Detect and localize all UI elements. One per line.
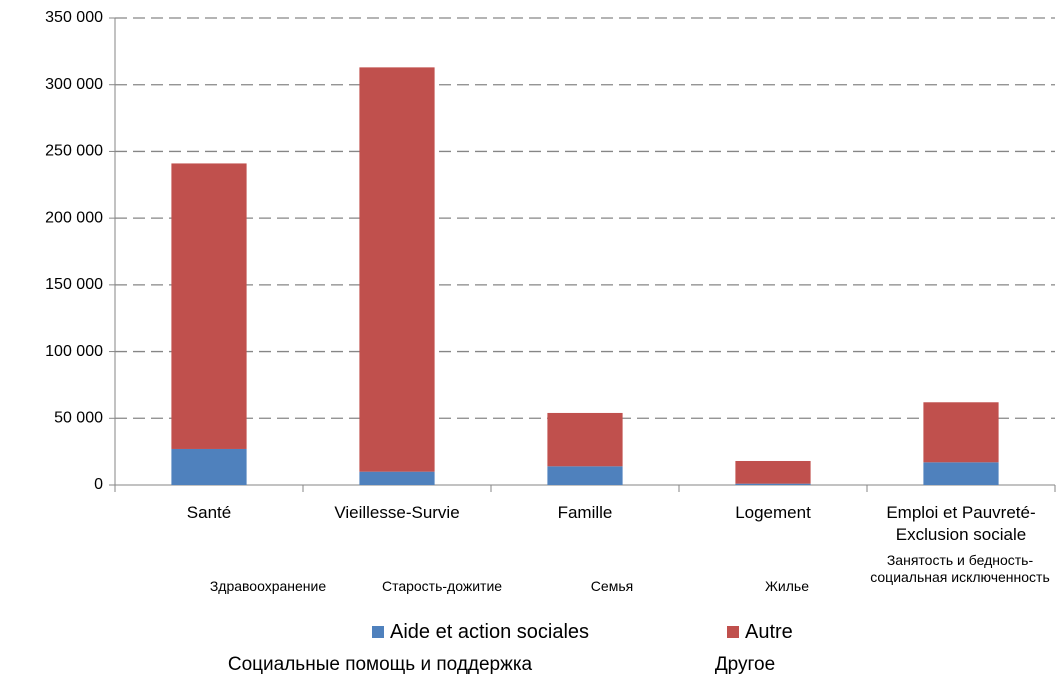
bar-segment	[735, 460, 811, 484]
y-tick-label: 150 000	[45, 276, 103, 293]
x-tick-label: Vieillesse-Survie	[334, 503, 460, 522]
bar-segment	[171, 163, 247, 449]
y-tick-label: 50 000	[54, 410, 103, 427]
y-tick-label: 250 000	[45, 143, 103, 160]
bar-segment	[359, 471, 435, 485]
y-tick-label: 100 000	[45, 343, 103, 360]
bar-segment	[547, 466, 623, 485]
bar-segment	[923, 402, 999, 463]
legend-swatch	[372, 626, 384, 638]
legend-translation: Социальные помощь и поддержка	[227, 654, 533, 675]
x-tick-label: Santé	[186, 503, 232, 522]
category-translation: Старость-дожитие	[381, 578, 503, 594]
legend-label: Aide et action sociales	[390, 621, 590, 643]
legend-swatch	[727, 626, 739, 638]
x-tick-label: Famille	[557, 503, 613, 522]
bar-segment	[547, 412, 623, 467]
x-tick-label: Emploi et Pauvreté-Exclusion sociale	[886, 503, 1036, 544]
y-tick-label: 300 000	[45, 76, 103, 93]
y-tick-label: 0	[94, 476, 103, 493]
category-translation: Занятость и бедность-социальная исключен…	[870, 552, 1050, 585]
category-translation: Здравоохранение	[209, 578, 327, 594]
legend-translation: Другое	[714, 654, 776, 675]
bar-segment	[171, 448, 247, 485]
category-translation: Жилье	[765, 578, 809, 594]
bar-segment	[735, 483, 811, 485]
legend-label: Autre	[745, 621, 793, 643]
x-tick-label: Logement	[735, 503, 811, 522]
y-tick-label: 350 000	[45, 9, 103, 26]
y-tick-label: 200 000	[45, 209, 103, 226]
category-translation: Семья	[590, 578, 634, 594]
bar-segment	[923, 462, 999, 485]
bar-segment	[359, 67, 435, 472]
